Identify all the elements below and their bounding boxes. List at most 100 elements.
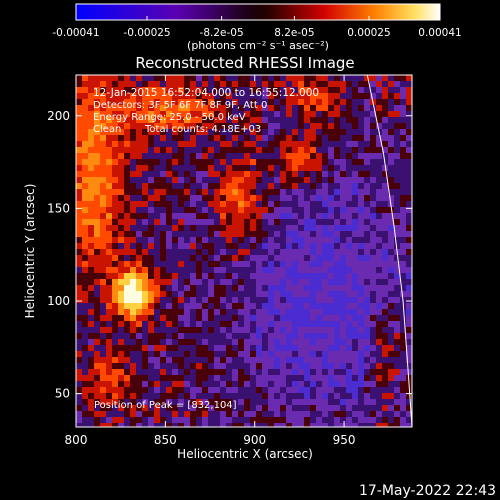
heatmap-pixel bbox=[100, 243, 107, 250]
heatmap-pixel bbox=[208, 81, 215, 88]
heatmap-pixel bbox=[370, 309, 377, 316]
heatmap-pixel bbox=[346, 105, 353, 112]
heatmap-pixel bbox=[202, 267, 209, 274]
heatmap-pixel bbox=[394, 87, 401, 94]
heatmap-pixel bbox=[82, 159, 89, 166]
heatmap-pixel bbox=[364, 195, 371, 202]
heatmap-pixel bbox=[346, 345, 353, 352]
heatmap-pixel bbox=[184, 279, 191, 286]
heatmap-pixel bbox=[328, 129, 335, 136]
heatmap-pixel bbox=[142, 129, 149, 136]
heatmap-pixel bbox=[370, 93, 377, 100]
heatmap-pixel bbox=[316, 129, 323, 136]
heatmap-pixel bbox=[76, 249, 83, 256]
heatmap-pixel bbox=[184, 207, 191, 214]
heatmap-pixel bbox=[184, 141, 191, 148]
annotation-peak-position: Position of Peak = [832,104] bbox=[94, 400, 237, 411]
heatmap-pixel bbox=[130, 279, 137, 286]
heatmap-pixel bbox=[160, 177, 167, 184]
heatmap-pixel bbox=[220, 405, 227, 412]
heatmap-pixel bbox=[214, 333, 221, 340]
heatmap-pixel bbox=[100, 105, 107, 112]
heatmap-pixel bbox=[286, 339, 293, 346]
heatmap-pixel bbox=[394, 195, 401, 202]
heatmap-pixel bbox=[148, 147, 155, 154]
heatmap-pixel bbox=[76, 117, 83, 124]
heatmap-pixel bbox=[274, 243, 281, 250]
heatmap-pixel bbox=[100, 297, 107, 304]
heatmap-pixel bbox=[310, 387, 317, 394]
heatmap-pixel bbox=[76, 267, 83, 274]
heatmap-pixel bbox=[316, 327, 323, 334]
heatmap-pixel bbox=[136, 201, 143, 208]
heatmap-pixel bbox=[256, 333, 263, 340]
heatmap-pixel bbox=[274, 75, 281, 82]
heatmap-pixel bbox=[244, 111, 251, 118]
heatmap-pixel bbox=[172, 81, 179, 88]
heatmap-pixel bbox=[286, 75, 293, 82]
heatmap-pixel bbox=[316, 75, 323, 82]
heatmap-pixel bbox=[358, 339, 365, 346]
heatmap-pixel bbox=[202, 345, 209, 352]
heatmap-pixel bbox=[112, 219, 119, 226]
heatmap-pixel bbox=[106, 237, 113, 244]
heatmap-pixel bbox=[352, 171, 359, 178]
heatmap-pixel bbox=[382, 291, 389, 298]
heatmap-pixel bbox=[376, 183, 383, 190]
heatmap-pixel bbox=[280, 75, 287, 82]
heatmap-pixel bbox=[322, 405, 329, 412]
heatmap-pixel bbox=[226, 177, 233, 184]
heatmap-pixel bbox=[322, 339, 329, 346]
heatmap-pixel bbox=[310, 249, 317, 256]
heatmap-pixel bbox=[220, 93, 227, 100]
heatmap-pixel bbox=[268, 285, 275, 292]
heatmap-pixel bbox=[334, 231, 341, 238]
heatmap-pixel bbox=[250, 249, 257, 256]
heatmap-pixel bbox=[286, 327, 293, 334]
heatmap-pixel bbox=[274, 291, 281, 298]
heatmap-pixel bbox=[334, 99, 341, 106]
heatmap-pixel bbox=[352, 369, 359, 376]
heatmap-pixel bbox=[352, 117, 359, 124]
heatmap-pixel bbox=[172, 237, 179, 244]
heatmap-pixel bbox=[358, 369, 365, 376]
heatmap-pixel bbox=[274, 87, 281, 94]
heatmap-pixel bbox=[142, 141, 149, 148]
heatmap-pixel bbox=[406, 297, 412, 304]
heatmap-pixel bbox=[142, 309, 149, 316]
heatmap-pixel bbox=[82, 231, 89, 238]
heatmap-pixel bbox=[298, 219, 305, 226]
heatmap-pixel bbox=[106, 387, 113, 394]
heatmap-pixel bbox=[280, 231, 287, 238]
heatmap-pixel bbox=[160, 183, 167, 190]
heatmap-pixel bbox=[166, 387, 173, 394]
heatmap-pixel bbox=[166, 153, 173, 160]
heatmap-pixel bbox=[232, 225, 239, 232]
heatmap-pixel bbox=[364, 375, 371, 382]
heatmap-pixel bbox=[112, 243, 119, 250]
heatmap-pixel bbox=[394, 351, 401, 358]
heatmap-pixel bbox=[172, 261, 179, 268]
heatmap-pixel bbox=[88, 195, 95, 202]
heatmap-pixel bbox=[244, 309, 251, 316]
heatmap-pixel bbox=[286, 345, 293, 352]
heatmap-pixel bbox=[262, 411, 269, 418]
heatmap-pixel bbox=[142, 351, 149, 358]
heatmap-pixel bbox=[256, 243, 263, 250]
heatmap-pixel bbox=[304, 81, 311, 88]
heatmap-pixel bbox=[340, 207, 347, 214]
heatmap-pixel bbox=[172, 111, 179, 118]
heatmap-pixel bbox=[280, 315, 287, 322]
heatmap-pixel bbox=[82, 273, 89, 280]
heatmap-pixel bbox=[400, 87, 407, 94]
heatmap-pixel bbox=[274, 255, 281, 262]
heatmap-pixel bbox=[316, 225, 323, 232]
heatmap-pixel bbox=[226, 189, 233, 196]
heatmap-pixel bbox=[346, 195, 353, 202]
heatmap-pixel bbox=[352, 411, 359, 418]
heatmap-pixel bbox=[214, 225, 221, 232]
heatmap-pixel bbox=[274, 225, 281, 232]
heatmap-pixel bbox=[286, 117, 293, 124]
heatmap-pixel bbox=[358, 135, 365, 142]
heatmap-pixel bbox=[322, 249, 329, 256]
